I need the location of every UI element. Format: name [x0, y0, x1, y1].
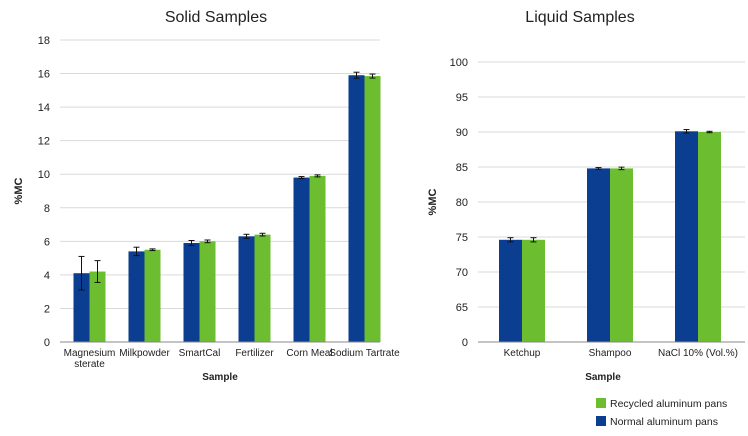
- liquid-y-tick-label: 85: [456, 162, 468, 174]
- liquid-x-tick-label: NaCl 10% (Vol.%): [658, 348, 738, 359]
- liquid-x-axis-label: Sample: [585, 372, 621, 383]
- solid-x-tick-label: SmartCal: [179, 348, 221, 359]
- liquid-chart-title: Liquid Samples: [525, 9, 634, 26]
- liquid-y-tick-label: 80: [456, 197, 468, 209]
- solid-x-axis-label: Sample: [202, 372, 238, 383]
- bar-normal: [293, 177, 310, 342]
- bar-normal: [348, 75, 365, 342]
- solid-y-tick-label: 10: [38, 169, 50, 181]
- solid-chart-title: Solid Samples: [165, 9, 267, 26]
- solid-y-tick-label: 14: [38, 102, 50, 114]
- solid-bars: [73, 71, 381, 343]
- liquid-bars: [499, 129, 721, 342]
- solid-x-tick-label: Magnesium: [64, 348, 116, 359]
- solid-y-tick-label: 16: [38, 69, 50, 81]
- solid-x-tick-label: sterate: [74, 359, 105, 370]
- solid-y-tick-label: 12: [38, 136, 50, 148]
- bar-normal: [183, 243, 200, 342]
- liquid-y-tick-label: 100: [450, 57, 468, 69]
- solid-y-tick-label: 4: [44, 270, 50, 282]
- solid-x-tick-label: Sodium Tartrate: [329, 348, 400, 359]
- bar-recycled: [254, 234, 271, 342]
- bar-recycled: [364, 76, 381, 343]
- bar-recycled: [309, 175, 326, 342]
- legend-swatch-normal: [596, 416, 606, 426]
- solid-y-tick-label: 6: [44, 236, 50, 248]
- bar-recycled: [610, 168, 633, 342]
- solid-y-tick-label: 2: [44, 303, 50, 315]
- legend: Recycled aluminum pans Normal aluminum p…: [596, 398, 727, 428]
- solid-y-tick-labels: 0 2 4 6 8 10 12 14 16 18: [38, 35, 50, 349]
- liquid-samples-chart: Liquid Samples 0 65 70 75 80 85 90 95 100 %MC Ke…: [427, 9, 745, 383]
- liquid-y-axis-label: %MC: [427, 189, 439, 216]
- solid-x-tick-label: Milkpowder: [119, 348, 170, 359]
- solid-x-tick-label: Fertilizer: [235, 348, 274, 359]
- bar-normal: [587, 168, 610, 342]
- liquid-y-tick-label: 95: [456, 92, 468, 104]
- solid-gridlines: [60, 39, 380, 309]
- solid-y-tick-label: 18: [38, 35, 50, 47]
- bar-recycled: [89, 271, 106, 342]
- liquid-x-tick-labels: Ketchup Shampoo NaCl 10% (Vol.%): [504, 348, 738, 359]
- bar-recycled: [698, 132, 721, 342]
- solid-samples-chart: Solid Samples 0 2 4 6 8 10 12 14 16 18 %MC Magnes…: [13, 9, 400, 383]
- bar-normal: [128, 251, 145, 342]
- liquid-y-tick-label: 75: [456, 232, 468, 244]
- bar-recycled: [522, 239, 545, 342]
- liquid-x-tick-label: Shampoo: [589, 348, 632, 359]
- liquid-y-tick-label: 0: [462, 337, 468, 349]
- liquid-y-tick-labels: 0 65 70 75 80 85 90 95 100: [450, 57, 468, 349]
- bar-normal: [238, 236, 255, 342]
- solid-y-tick-label: 8: [44, 203, 50, 215]
- bar-recycled: [144, 249, 161, 342]
- liquid-x-tick-label: Ketchup: [504, 348, 541, 359]
- legend-swatch-recycled: [596, 398, 606, 408]
- liquid-y-tick-label: 90: [456, 127, 468, 139]
- bar-normal: [499, 239, 522, 342]
- solid-x-tick-label: Corn Meal: [286, 348, 332, 359]
- liquid-y-tick-label: 70: [456, 267, 468, 279]
- bar-recycled: [199, 241, 216, 342]
- solid-y-axis-label: %MC: [13, 178, 25, 205]
- legend-label-normal: Normal aluminum pans: [610, 416, 718, 428]
- solid-y-tick-label: 0: [44, 337, 50, 349]
- legend-label-recycled: Recycled aluminum pans: [610, 398, 727, 410]
- bar-normal: [675, 131, 698, 342]
- liquid-y-tick-label: 65: [456, 302, 468, 314]
- bar-normal: [73, 273, 90, 342]
